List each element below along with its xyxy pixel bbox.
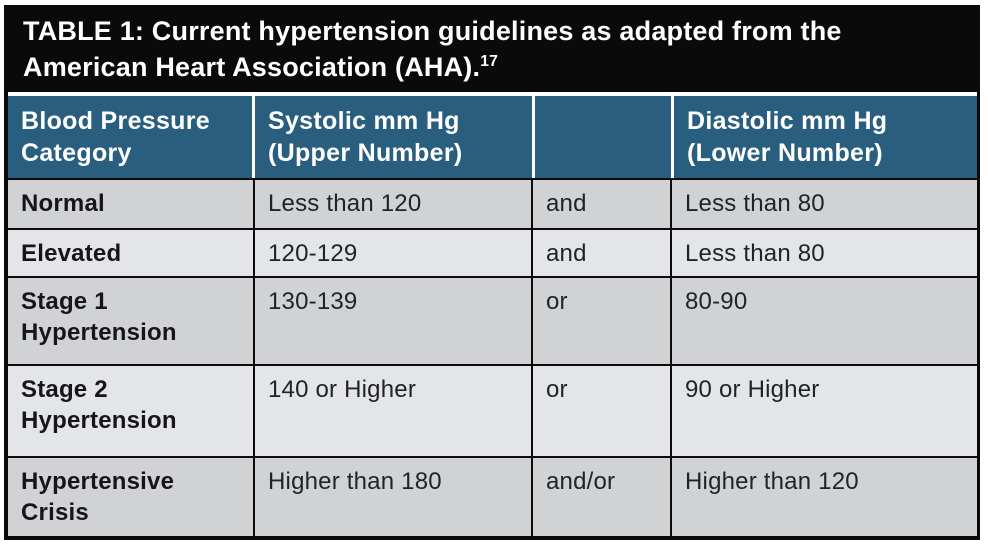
cell-conjunction: and	[533, 180, 670, 229]
cell-systolic: Higher than 180	[255, 458, 531, 537]
table-title-text: Current hypertension guidelines as adapt…	[23, 16, 842, 82]
cell-category: Normal	[8, 180, 253, 229]
cell-systolic: Less than 120	[255, 180, 531, 229]
cell-category: Elevated	[8, 230, 253, 277]
header-cell-systolic: Systolic mm Hg (Upper Number)	[255, 96, 532, 179]
cell-category: Hypertensive Crisis	[8, 458, 253, 537]
hypertension-guidelines-table: TABLE 1: Current hypertension guidelines…	[4, 5, 980, 541]
table-title-label: TABLE 1:	[23, 16, 145, 46]
header-cell-diastolic: Diastolic mm Hg (Lower Number)	[674, 96, 977, 179]
table-body: Normal Less than 120 and Less than 80 Elevat…	[8, 178, 977, 537]
cell-diastolic: Less than 80	[672, 180, 977, 229]
cell-diastolic: 80-90	[672, 278, 977, 365]
cell-category: Stage 2 Hypertension	[8, 366, 253, 457]
cell-systolic: 120-129	[255, 230, 531, 277]
cell-diastolic: 90 or Higher	[672, 366, 977, 457]
table-header-row: Blood Pressure Category Systolic mm Hg (…	[8, 96, 977, 179]
cell-diastolic: Less than 80	[672, 230, 977, 277]
cell-diastolic: Higher than 120	[672, 458, 977, 537]
cell-category: Stage 1 Hypertension	[8, 278, 253, 365]
header-cell-category: Blood Pressure Category	[8, 96, 252, 179]
cell-conjunction: or	[533, 278, 670, 365]
cell-conjunction: and/or	[533, 458, 670, 537]
header-cell-conjunction	[535, 96, 671, 179]
cell-systolic: 140 or Higher	[255, 366, 531, 457]
cell-conjunction: or	[533, 366, 670, 457]
table-title-citation: 17	[480, 52, 499, 70]
table-title: TABLE 1: Current hypertension guidelines…	[8, 5, 977, 93]
cell-systolic: 130-139	[255, 278, 531, 365]
title-header-divider	[8, 92, 977, 97]
cell-conjunction: and	[533, 230, 670, 277]
